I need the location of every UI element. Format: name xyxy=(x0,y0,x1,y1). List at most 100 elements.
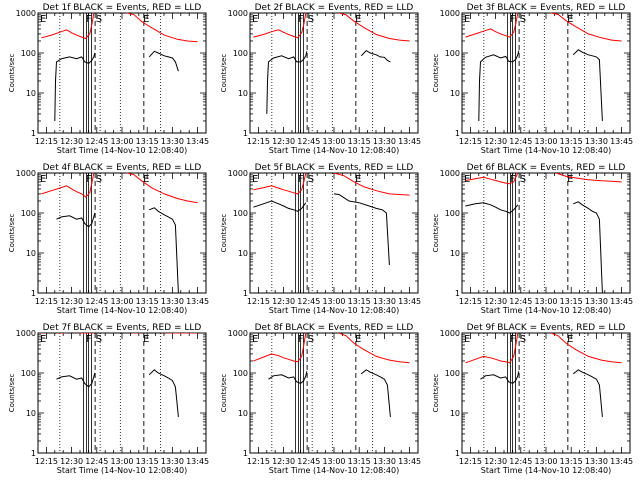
y-tick-label: 10 xyxy=(26,89,36,98)
x-tick-label: 13:30 xyxy=(585,297,608,306)
marker-label-e: E xyxy=(355,334,361,345)
y-tick-label: 100 xyxy=(445,209,460,218)
detector-panel-1: Det 1f BLACK = Events, RED = LLD 1 10 100 10… xyxy=(8,3,209,155)
x-tick-label: 12:30 xyxy=(484,297,507,306)
y-tick-label: 1000 xyxy=(16,329,36,338)
detector-panel-9: Det 9f BLACK = Events, RED = LLD 1 10 100 10… xyxy=(432,323,633,475)
x-tick-label: 13:00 xyxy=(322,457,345,466)
lld-series-line xyxy=(550,333,622,364)
marker-label-f: F xyxy=(510,174,516,185)
x-tick-label: 13:15 xyxy=(348,457,371,466)
y-tick-label: 1 xyxy=(31,449,36,458)
x-tick-label: 13:15 xyxy=(136,137,159,146)
marker-label-e: E xyxy=(355,14,361,25)
lld-series-line xyxy=(465,13,519,38)
y-tick-label: 1000 xyxy=(228,169,248,178)
x-tick-label: 12:30 xyxy=(272,457,295,466)
marker-label-e: E xyxy=(143,334,149,345)
y-tick-label: 1000 xyxy=(16,169,36,178)
y-tick-label: 100 xyxy=(233,369,248,378)
marker-label-s: S xyxy=(520,334,526,345)
y-tick-label: 1000 xyxy=(16,9,36,18)
x-tick-label: 12:45 xyxy=(297,297,320,306)
events-series-line xyxy=(149,207,179,293)
y-tick-label: 1000 xyxy=(440,9,460,18)
x-tick-label: 12:15 xyxy=(35,137,58,146)
marker-label-f: F xyxy=(298,14,304,25)
y-tick-label: 1 xyxy=(243,289,248,298)
x-tick-label: 13:45 xyxy=(398,297,421,306)
lld-series-line xyxy=(253,173,307,195)
x-tick-label: 13:15 xyxy=(136,297,159,306)
lld-series-line xyxy=(333,173,410,196)
marker-label-e-left: E xyxy=(252,174,258,185)
x-tick-label: 12:30 xyxy=(272,137,295,146)
x-tick-label: 13:30 xyxy=(585,137,608,146)
y-tick-label: 100 xyxy=(21,209,36,218)
x-tick-label: 12:45 xyxy=(85,297,108,306)
x-tick-label: 13:00 xyxy=(322,137,345,146)
events-series-line xyxy=(266,51,308,114)
events-series-line xyxy=(253,200,307,212)
x-tick-label: 12:30 xyxy=(484,137,507,146)
x-tick-label: 13:30 xyxy=(373,457,396,466)
panel-title: Det 8f BLACK = Events, RED = LLD xyxy=(255,323,414,333)
y-tick-label: 10 xyxy=(26,409,36,418)
x-tick-label: 13:15 xyxy=(348,297,371,306)
marker-label-e: E xyxy=(567,14,573,25)
marker-label-s: S xyxy=(520,14,526,25)
y-tick-label: 1000 xyxy=(228,329,248,338)
y-axis-label: Counts/sec xyxy=(220,214,228,253)
detector-panel-7: Det 7f BLACK = Events, RED = LLD 1 10 100 10… xyxy=(8,323,209,475)
x-tick-label: 12:15 xyxy=(247,297,270,306)
x-tick-label: 13:00 xyxy=(110,457,133,466)
lld-series-line xyxy=(338,333,410,364)
y-tick-label: 100 xyxy=(233,209,248,218)
detector-panel-3: Det 3f BLACK = Events, RED = LLD 1 10 100 10… xyxy=(432,3,633,155)
marker-label-s: S xyxy=(96,334,102,345)
y-axis-label: Counts/sec xyxy=(220,374,228,413)
x-axis-label: Start Time (14-Nov-10 12:08:40) xyxy=(57,466,187,475)
marker-label-f: F xyxy=(298,334,304,345)
y-axis-label: Counts/sec xyxy=(432,54,440,93)
plot-frame xyxy=(37,172,207,294)
panel-title: Det 3f BLACK = Events, RED = LLD xyxy=(467,3,626,13)
x-axis-label: Start Time (14-Nov-10 12:08:40) xyxy=(57,146,187,155)
marker-label-f: F xyxy=(86,14,92,25)
panel-title: Det 2f BLACK = Events, RED = LLD xyxy=(255,3,414,13)
lld-series-line xyxy=(126,13,198,43)
y-tick-label: 10 xyxy=(26,249,36,258)
y-axis-label: Counts/sec xyxy=(8,374,16,413)
plot-frame xyxy=(249,332,419,454)
y-tick-label: 100 xyxy=(21,369,36,378)
x-tick-label: 13:00 xyxy=(534,457,557,466)
y-tick-label: 1 xyxy=(455,129,460,138)
x-tick-label: 13:45 xyxy=(398,457,421,466)
lld-series-line xyxy=(338,13,410,42)
y-axis-label: Counts/sec xyxy=(8,54,16,93)
x-tick-label: 12:30 xyxy=(60,297,83,306)
x-tick-label: 13:30 xyxy=(161,137,184,146)
y-tick-label: 1 xyxy=(243,129,248,138)
x-axis-label: Start Time (14-Nov-10 12:08:40) xyxy=(481,306,611,315)
marker-label-e-left: E xyxy=(40,334,46,345)
marker-label-e-left: E xyxy=(252,334,258,345)
y-tick-label: 10 xyxy=(450,409,460,418)
plot-frame xyxy=(249,172,419,294)
y-tick-label: 10 xyxy=(450,249,460,258)
y-tick-label: 1000 xyxy=(228,9,248,18)
marker-label-e: E xyxy=(567,334,573,345)
lld-series-line xyxy=(550,13,622,42)
x-tick-label: 12:45 xyxy=(85,137,108,146)
marker-label-f: F xyxy=(510,14,516,25)
y-tick-label: 1 xyxy=(455,289,460,298)
x-tick-label: 12:15 xyxy=(247,457,270,466)
x-tick-label: 12:15 xyxy=(35,297,58,306)
x-tick-label: 13:15 xyxy=(348,137,371,146)
x-tick-label: 13:45 xyxy=(610,137,633,146)
lld-series-line xyxy=(126,173,198,204)
lld-series-line xyxy=(555,173,622,183)
detector-panel-8: Det 8f BLACK = Events, RED = LLD 1 10 100 10… xyxy=(220,323,421,475)
y-tick-label: 10 xyxy=(238,249,248,258)
